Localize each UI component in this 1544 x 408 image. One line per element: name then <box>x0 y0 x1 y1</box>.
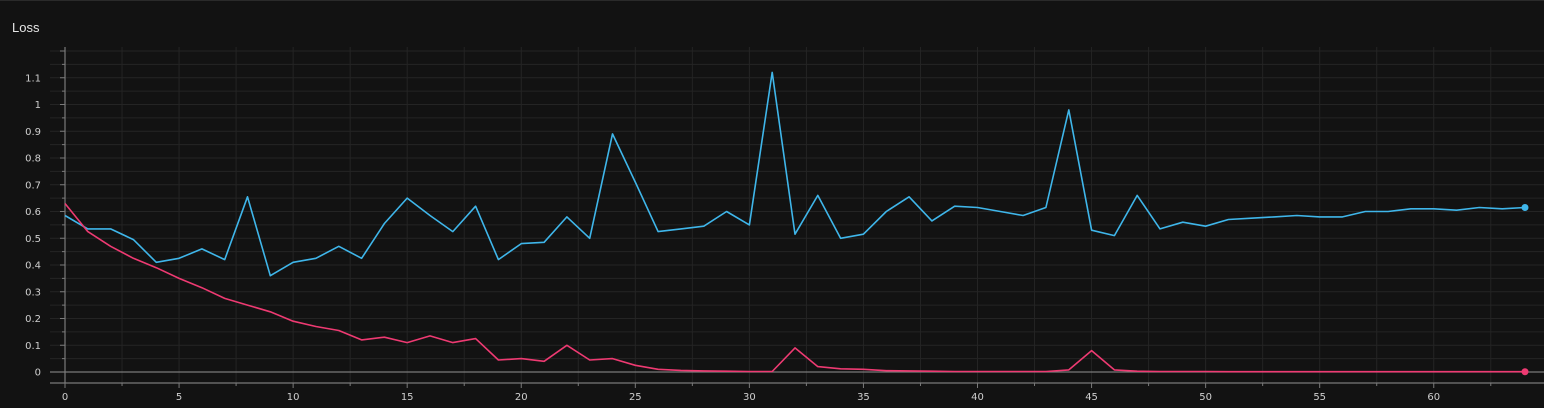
series-endpoint-marker-2[interactable] <box>1521 368 1529 376</box>
series-endpoint-marker-1[interactable] <box>1521 203 1529 211</box>
x-tick-label: 60 <box>1427 392 1440 403</box>
x-tick-label: 10 <box>287 392 300 403</box>
series-group[interactable] <box>64 71 1529 376</box>
x-tick-label: 30 <box>743 392 756 403</box>
panel-title: Loss <box>12 20 40 35</box>
y-tick-label: 0.8 <box>25 154 41 165</box>
x-tick-label: 20 <box>515 392 528 403</box>
x-tick-label: 45 <box>1085 392 1098 403</box>
y-tick-label: 0.9 <box>25 127 41 138</box>
x-tick-label: 25 <box>629 392 642 403</box>
x-tick-label: 0 <box>62 392 68 403</box>
grid-lines <box>50 47 1544 383</box>
y-tick-label: 0.2 <box>25 314 41 325</box>
x-tick-label: 55 <box>1313 392 1326 403</box>
y-tick-label: 0 <box>35 368 41 379</box>
y-tick-label: 0.3 <box>25 287 41 298</box>
series-line-1[interactable] <box>64 71 1526 277</box>
series-line-2[interactable] <box>64 202 1525 373</box>
x-tick-label: 15 <box>401 392 414 403</box>
y-axis-ticks: 0 0.1 0.2 0.3 0.4 0.5 0.6 0.7 0.8 0.9 1 1.1 <box>25 50 65 379</box>
x-axis-ticks: 0 5 10 15 20 25 30 35 40 45 50 55 60 <box>62 383 1492 403</box>
x-tick-label: 35 <box>857 392 870 403</box>
y-tick-label: 0.1 <box>25 341 41 352</box>
y-tick-label: 0.4 <box>25 261 41 272</box>
y-tick-label: 1 <box>35 100 41 111</box>
x-tick-label: 40 <box>971 392 984 403</box>
y-tick-label: 0.6 <box>25 207 41 218</box>
x-tick-label: 50 <box>1199 392 1212 403</box>
x-tick-label: 5 <box>176 392 182 403</box>
y-tick-label: 1.1 <box>25 73 41 84</box>
y-tick-label: 0.7 <box>25 180 41 191</box>
y-tick-label: 0.5 <box>25 234 41 245</box>
